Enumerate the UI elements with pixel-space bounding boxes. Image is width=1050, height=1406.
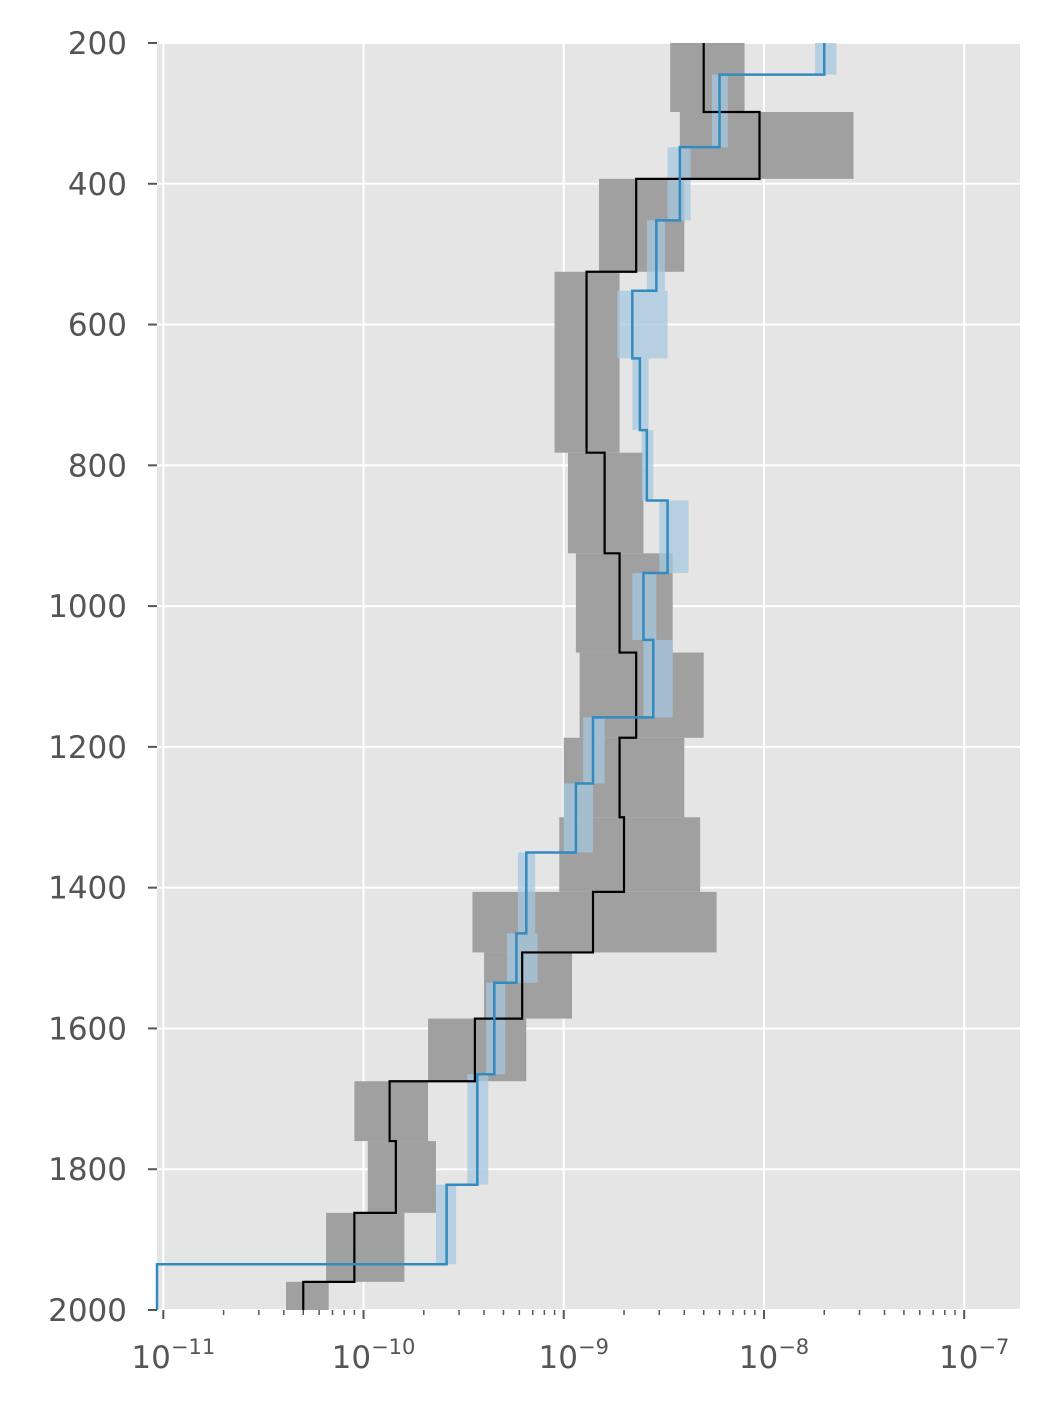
y-tick-label: 600 xyxy=(68,308,127,344)
band-blue xyxy=(617,290,668,359)
band-blue xyxy=(643,639,673,718)
band-black xyxy=(367,1141,436,1213)
x-axis: 10−11 10−10 10−9 10−8 10−7 xyxy=(131,1310,1009,1376)
band-black xyxy=(670,43,745,112)
band-black xyxy=(575,553,673,653)
band-blue xyxy=(486,982,506,1075)
band-blue xyxy=(563,783,594,853)
y-axis: 200 400 600 800 1000 1200 1400 1600 1800 2000 xyxy=(48,26,157,1329)
y-tick-label: 1600 xyxy=(48,1011,127,1047)
y-tick-label: 200 xyxy=(68,26,127,62)
y-tick-label: 1200 xyxy=(48,730,127,766)
y-tick-label: 400 xyxy=(68,167,127,203)
band-black xyxy=(326,1212,405,1282)
x-tick-label: 10−10 xyxy=(332,1335,416,1376)
y-tick-label: 2000 xyxy=(48,1293,127,1329)
y-tick-label: 1000 xyxy=(48,589,127,625)
band-black xyxy=(679,111,854,179)
band-blue xyxy=(659,500,689,574)
y-tick-label: 1400 xyxy=(48,871,127,907)
x-tick-label: 10−11 xyxy=(131,1335,215,1376)
y-tick-label: 1800 xyxy=(48,1152,127,1188)
x-tick-label: 10−9 xyxy=(539,1335,609,1376)
band-black xyxy=(428,1018,527,1082)
band-black xyxy=(286,1281,329,1310)
band-blue xyxy=(815,43,837,75)
series-line-blue xyxy=(155,43,826,1310)
y-tick-label: 800 xyxy=(68,448,127,484)
data-series xyxy=(155,43,826,1310)
x-tick-label: 10−8 xyxy=(739,1335,809,1376)
series-line-black xyxy=(302,43,761,1310)
grid-lines xyxy=(157,42,1020,1311)
band-black xyxy=(354,1081,429,1142)
x-tick-label: 10−7 xyxy=(939,1335,1009,1376)
